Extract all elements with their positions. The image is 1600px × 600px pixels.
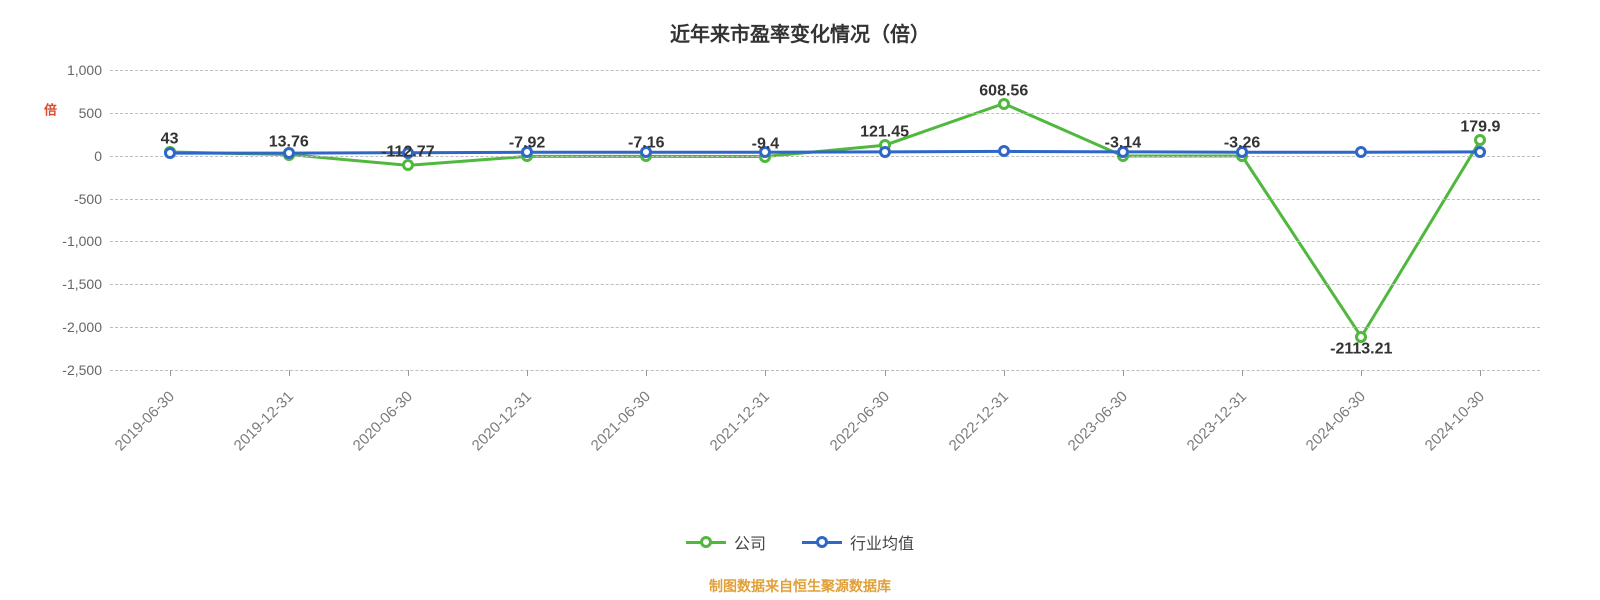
x-tick-mark bbox=[408, 370, 409, 376]
y-axis-unit: 倍 bbox=[40, 103, 59, 116]
series-marker bbox=[164, 147, 176, 159]
series-marker bbox=[1355, 146, 1367, 158]
grid-line bbox=[110, 241, 1540, 242]
data-label: 608.56 bbox=[979, 82, 1028, 100]
x-tick-mark bbox=[527, 370, 528, 376]
series-line-1 bbox=[170, 151, 1481, 153]
data-label: -7.92 bbox=[509, 135, 545, 153]
data-label: -3.26 bbox=[1224, 134, 1260, 152]
x-tick-mark bbox=[1123, 370, 1124, 376]
data-label: 13.76 bbox=[269, 133, 309, 151]
data-label: 121.45 bbox=[860, 124, 909, 142]
y-tick-label: -1,000 bbox=[62, 233, 102, 249]
x-tick-mark bbox=[289, 370, 290, 376]
y-tick-label: 0 bbox=[94, 148, 102, 164]
y-tick-label: -1,500 bbox=[62, 276, 102, 292]
data-label: 179.9 bbox=[1460, 119, 1500, 137]
x-tick-mark bbox=[1361, 370, 1362, 376]
legend-swatch bbox=[686, 541, 726, 544]
data-label: -3.14 bbox=[1105, 134, 1141, 152]
x-tick-label: 2020-12-31 bbox=[469, 388, 535, 454]
y-tick-label: -2,000 bbox=[62, 319, 102, 335]
x-tick-mark bbox=[1004, 370, 1005, 376]
series-lines bbox=[110, 70, 1540, 370]
pe-ratio-chart: 近年来市盈率变化情况（倍） 1,0005000-500-1,000-1,500-… bbox=[0, 0, 1600, 600]
data-label: -112.77 bbox=[381, 144, 434, 162]
grid-line bbox=[110, 370, 1540, 371]
plot-area: 1,0005000-500-1,000-1,500-2,000-2,500201… bbox=[110, 70, 1540, 370]
grid-line bbox=[110, 156, 1540, 157]
x-tick-mark bbox=[765, 370, 766, 376]
chart-legend: 公司 行业均值 bbox=[0, 530, 1600, 554]
x-tick-label: 2021-06-30 bbox=[588, 388, 654, 454]
chart-title: 近年来市盈率变化情况（倍） bbox=[0, 18, 1600, 47]
legend-marker-icon bbox=[816, 536, 828, 548]
y-tick-label: 1,000 bbox=[67, 62, 102, 78]
x-tick-label: 2021-12-31 bbox=[707, 388, 773, 454]
x-tick-label: 2020-06-30 bbox=[350, 388, 416, 454]
legend-swatch bbox=[802, 541, 842, 544]
x-tick-label: 2022-12-31 bbox=[945, 388, 1011, 454]
series-marker bbox=[1474, 146, 1486, 158]
y-tick-label: -500 bbox=[74, 191, 102, 207]
x-tick-mark bbox=[1242, 370, 1243, 376]
series-marker bbox=[998, 145, 1010, 157]
x-tick-label: 2022-06-30 bbox=[826, 388, 892, 454]
legend-label: 行业均值 bbox=[850, 530, 914, 554]
y-tick-label: 500 bbox=[79, 105, 102, 121]
data-label: -7.16 bbox=[628, 135, 664, 153]
y-tick-label: -2,500 bbox=[62, 362, 102, 378]
grid-line bbox=[110, 113, 1540, 114]
data-label: -2113.21 bbox=[1330, 340, 1392, 358]
data-label: 43 bbox=[161, 130, 179, 148]
x-tick-label: 2024-10-30 bbox=[1422, 388, 1488, 454]
x-tick-label: 2019-12-31 bbox=[230, 388, 296, 454]
series-line-0 bbox=[170, 104, 1481, 337]
grid-line bbox=[110, 284, 1540, 285]
grid-line bbox=[110, 327, 1540, 328]
legend-item: 公司 bbox=[686, 530, 766, 554]
legend-label: 公司 bbox=[734, 530, 766, 554]
x-tick-label: 2023-06-30 bbox=[1065, 388, 1131, 454]
x-tick-mark bbox=[885, 370, 886, 376]
series-marker bbox=[879, 146, 891, 158]
legend-item: 行业均值 bbox=[802, 530, 914, 554]
x-tick-label: 2024-06-30 bbox=[1303, 388, 1369, 454]
grid-line bbox=[110, 70, 1540, 71]
x-tick-mark bbox=[1480, 370, 1481, 376]
chart-footer: 制图数据来自恒生聚源数据库 bbox=[0, 576, 1600, 596]
x-tick-mark bbox=[170, 370, 171, 376]
data-label: -9.4 bbox=[752, 135, 780, 153]
x-tick-label: 2023-12-31 bbox=[1184, 388, 1250, 454]
legend-marker-icon bbox=[700, 536, 712, 548]
x-tick-mark bbox=[646, 370, 647, 376]
x-tick-label: 2019-06-30 bbox=[111, 388, 177, 454]
grid-line bbox=[110, 199, 1540, 200]
